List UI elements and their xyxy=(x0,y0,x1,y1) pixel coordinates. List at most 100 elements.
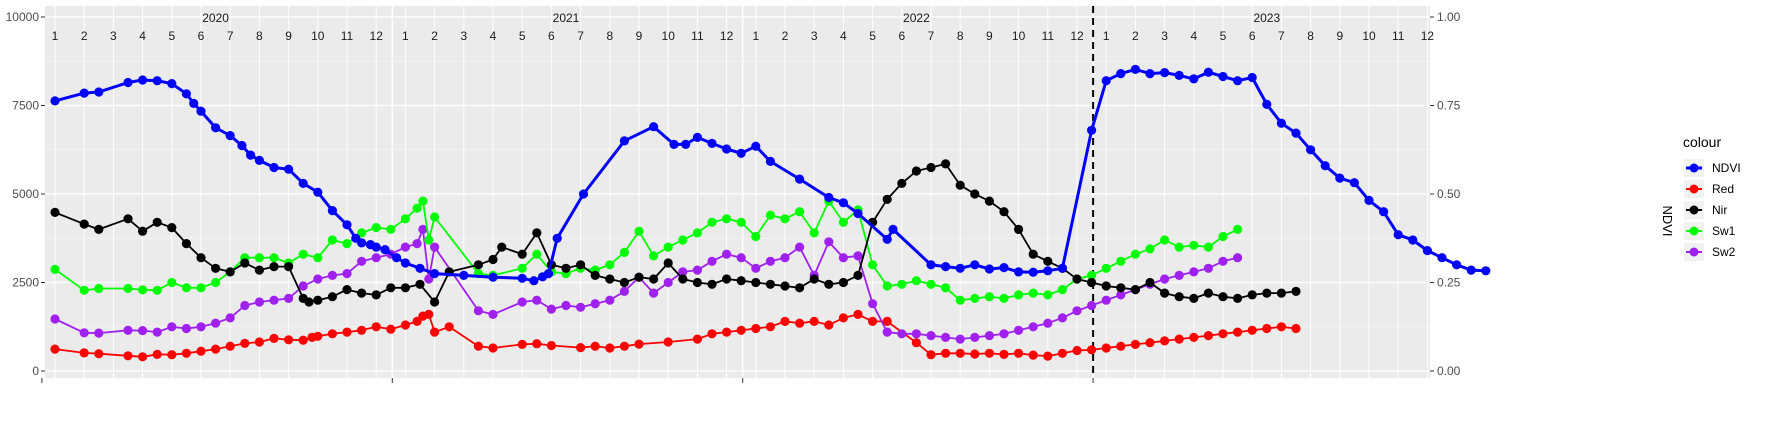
data-point-ndvi xyxy=(380,245,390,255)
data-point-sw2 xyxy=(424,274,434,284)
month-label: 8 xyxy=(1307,29,1314,43)
right-tick-label: 0.25 xyxy=(1437,276,1461,290)
month-label: 12 xyxy=(1070,29,1084,43)
data-point-red xyxy=(488,343,498,353)
data-point-sw1 xyxy=(882,281,892,291)
month-label: 3 xyxy=(811,29,818,43)
series-group xyxy=(50,64,1491,362)
legend-key-ndvi xyxy=(1684,159,1704,177)
month-label: 12 xyxy=(1421,29,1435,43)
data-point-nir xyxy=(1189,293,1199,303)
data-point-nir xyxy=(838,277,849,288)
data-point-sw2 xyxy=(1087,300,1097,311)
data-point-nir xyxy=(430,297,440,307)
data-point-sw1 xyxy=(663,242,673,252)
legend-key-point xyxy=(1689,205,1699,215)
data-point-red xyxy=(736,325,746,335)
data-point-sw1 xyxy=(1189,240,1199,250)
data-point-ndvi xyxy=(50,96,60,106)
data-point-sw1 xyxy=(94,283,104,294)
data-point-red xyxy=(532,339,542,349)
data-point-ndvi xyxy=(669,139,679,149)
data-point-nir xyxy=(211,263,221,273)
data-point-ndvi xyxy=(1466,265,1476,275)
data-point-ndvi xyxy=(707,138,717,148)
left-tick-label: 10000 xyxy=(6,10,40,24)
data-point-red xyxy=(225,341,235,351)
data-point-sw2 xyxy=(838,253,849,263)
legend-label-red: Red xyxy=(1712,182,1734,196)
data-point-sw1 xyxy=(765,210,776,220)
data-point-sw1 xyxy=(1145,244,1155,254)
data-point-ndvi xyxy=(123,77,133,88)
month-label: 10 xyxy=(311,29,325,43)
data-point-sw2 xyxy=(1028,322,1038,332)
legend-title: colour xyxy=(1683,134,1721,150)
year-label: 2020 xyxy=(202,11,229,25)
left-tick-label: 2500 xyxy=(12,276,39,290)
data-point-ndvi xyxy=(529,276,539,286)
data-point-sw1 xyxy=(357,228,367,238)
data-point-sw2 xyxy=(663,277,673,288)
data-point-sw1 xyxy=(327,235,337,245)
month-label: 2 xyxy=(1132,29,1139,43)
right-tick-label: 0.00 xyxy=(1437,364,1461,378)
data-point-sw1 xyxy=(736,217,746,227)
data-point-nir xyxy=(576,260,586,270)
data-point-red xyxy=(590,341,600,351)
data-point-sw2 xyxy=(430,242,440,252)
data-point-sw2 xyxy=(284,293,294,303)
data-point-red xyxy=(371,322,381,332)
data-point-sw1 xyxy=(692,228,703,238)
data-point-ndvi xyxy=(196,106,206,116)
data-point-nir xyxy=(999,207,1009,217)
data-point-red xyxy=(1160,336,1170,346)
data-point-sw2 xyxy=(473,306,483,316)
month-label: 3 xyxy=(1161,29,1168,43)
data-point-nir xyxy=(254,265,264,275)
data-point-ndvi xyxy=(415,263,425,273)
data-point-red xyxy=(327,329,337,339)
data-point-nir xyxy=(196,253,206,263)
data-point-red xyxy=(926,350,936,360)
data-point-nir xyxy=(970,189,980,199)
data-point-nir xyxy=(357,288,367,298)
data-point-nir xyxy=(1174,292,1184,302)
data-point-ndvi xyxy=(269,162,279,173)
data-point-ndvi xyxy=(211,123,221,133)
data-point-ndvi xyxy=(181,89,191,99)
data-point-sw2 xyxy=(94,328,104,338)
data-point-ndvi xyxy=(225,131,235,141)
data-point-sw1 xyxy=(1043,290,1053,300)
month-label: 6 xyxy=(548,29,555,43)
data-point-nir xyxy=(955,180,965,190)
data-point-nir xyxy=(473,260,483,270)
data-point-ndvi xyxy=(1481,266,1491,276)
data-point-red xyxy=(424,309,434,319)
data-point-red xyxy=(284,335,294,345)
data-point-sw2 xyxy=(181,323,191,334)
data-point-red xyxy=(838,313,849,323)
data-point-sw1 xyxy=(254,253,264,263)
year-label: 2021 xyxy=(553,11,580,25)
data-point-ndvi xyxy=(1189,74,1199,84)
data-point-sw2 xyxy=(342,269,352,279)
month-label: 8 xyxy=(606,29,613,43)
data-point-ndvi xyxy=(1422,246,1432,256)
data-point-red xyxy=(1043,351,1053,361)
month-label: 11 xyxy=(691,29,704,43)
data-point-red xyxy=(1116,341,1126,351)
data-point-nir xyxy=(517,249,527,259)
data-point-sw1 xyxy=(941,283,951,293)
series-ndvi xyxy=(50,64,1491,286)
data-point-ndvi xyxy=(941,262,951,272)
month-label: 12 xyxy=(720,29,734,43)
data-point-nir xyxy=(678,274,688,284)
month-label: 5 xyxy=(519,29,526,43)
data-point-red xyxy=(605,343,615,353)
data-point-sw1 xyxy=(167,277,177,288)
data-point-sw1 xyxy=(926,279,936,289)
data-point-red xyxy=(138,352,148,362)
data-point-ndvi xyxy=(578,189,589,199)
data-point-red xyxy=(1057,348,1067,358)
